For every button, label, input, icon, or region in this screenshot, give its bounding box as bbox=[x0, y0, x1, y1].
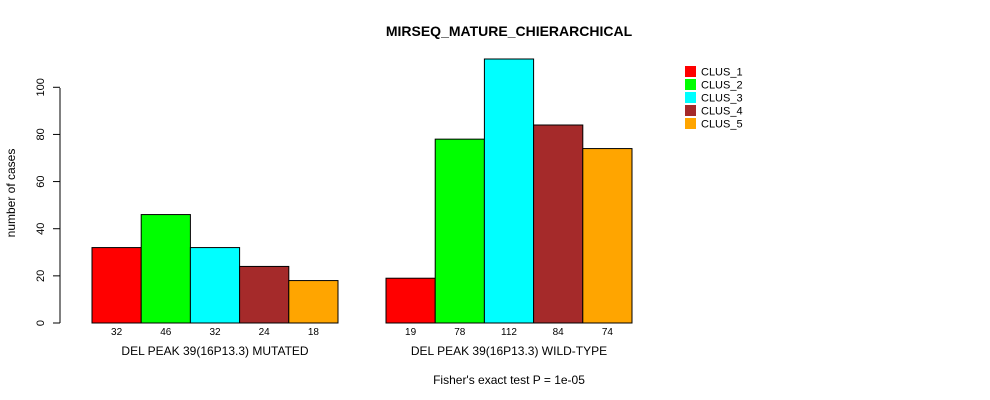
chart-title: MIRSEQ_MATURE_CHIERARCHICAL bbox=[386, 23, 633, 39]
legend-label: CLUS_3 bbox=[701, 93, 743, 105]
legend-label: CLUS_2 bbox=[701, 80, 743, 92]
bar-clus-1-group-2 bbox=[385, 277, 436, 324]
legend-swatch bbox=[685, 79, 696, 90]
y-tick-label: 20 bbox=[35, 270, 47, 282]
bar-value-label: 84 bbox=[553, 327, 565, 338]
legend-swatch bbox=[685, 118, 696, 129]
y-tick-label: 0 bbox=[35, 320, 47, 326]
bar-value-label: 32 bbox=[209, 327, 221, 338]
y-ticks: 0 20 40 60 80 100 bbox=[35, 78, 60, 326]
bar-value-label: 18 bbox=[308, 327, 320, 338]
bars bbox=[91, 58, 633, 324]
legend-swatch bbox=[685, 105, 696, 116]
y-axis: 0 20 40 60 80 100 bbox=[35, 78, 61, 326]
y-tick-label: 100 bbox=[35, 78, 47, 96]
bar-value-label: 19 bbox=[405, 327, 417, 338]
legend-label: CLUS_1 bbox=[701, 67, 743, 79]
bar-value-label: 78 bbox=[454, 327, 466, 338]
bar-value-label: 74 bbox=[602, 327, 614, 338]
footnote: Fisher's exact test P = 1e-05 bbox=[433, 373, 585, 387]
y-tick-label: 40 bbox=[35, 223, 47, 235]
bar-clus-4-group-2 bbox=[533, 124, 584, 324]
bar-clus-3-group-2 bbox=[483, 58, 535, 324]
bar-clus-5-group-1 bbox=[288, 280, 339, 324]
bar-clus-4-group-1 bbox=[239, 265, 290, 324]
group-label-mutated: DEL PEAK 39(16P13.3) MUTATED bbox=[121, 344, 309, 358]
value-labels: 32 46 32 24 18 19 78 112 84 74 bbox=[111, 327, 613, 338]
y-axis-label: number of cases bbox=[4, 149, 18, 238]
bar-clus-3-group-1 bbox=[189, 247, 241, 324]
legend-swatch bbox=[685, 92, 696, 103]
bar-value-label: 24 bbox=[259, 327, 271, 338]
bar-value-label: 112 bbox=[501, 327, 517, 338]
y-tick-label: 80 bbox=[35, 128, 47, 140]
bar-value-label: 46 bbox=[160, 327, 172, 338]
bar-clus-5-group-2 bbox=[582, 148, 633, 324]
bar-clus-1-group-1 bbox=[91, 247, 142, 324]
legend-label: CLUS_5 bbox=[701, 119, 743, 131]
bar-value-label: 32 bbox=[111, 327, 123, 338]
legend-label: CLUS_4 bbox=[701, 106, 743, 118]
bar-clus-2-group-2 bbox=[434, 138, 485, 324]
group-label-wild-type: DEL PEAK 39(16P13.3) WILD-TYPE bbox=[411, 344, 607, 358]
legend-swatch bbox=[685, 66, 696, 77]
y-tick-label: 60 bbox=[35, 175, 47, 187]
bar-clus-2-group-1 bbox=[140, 214, 191, 324]
